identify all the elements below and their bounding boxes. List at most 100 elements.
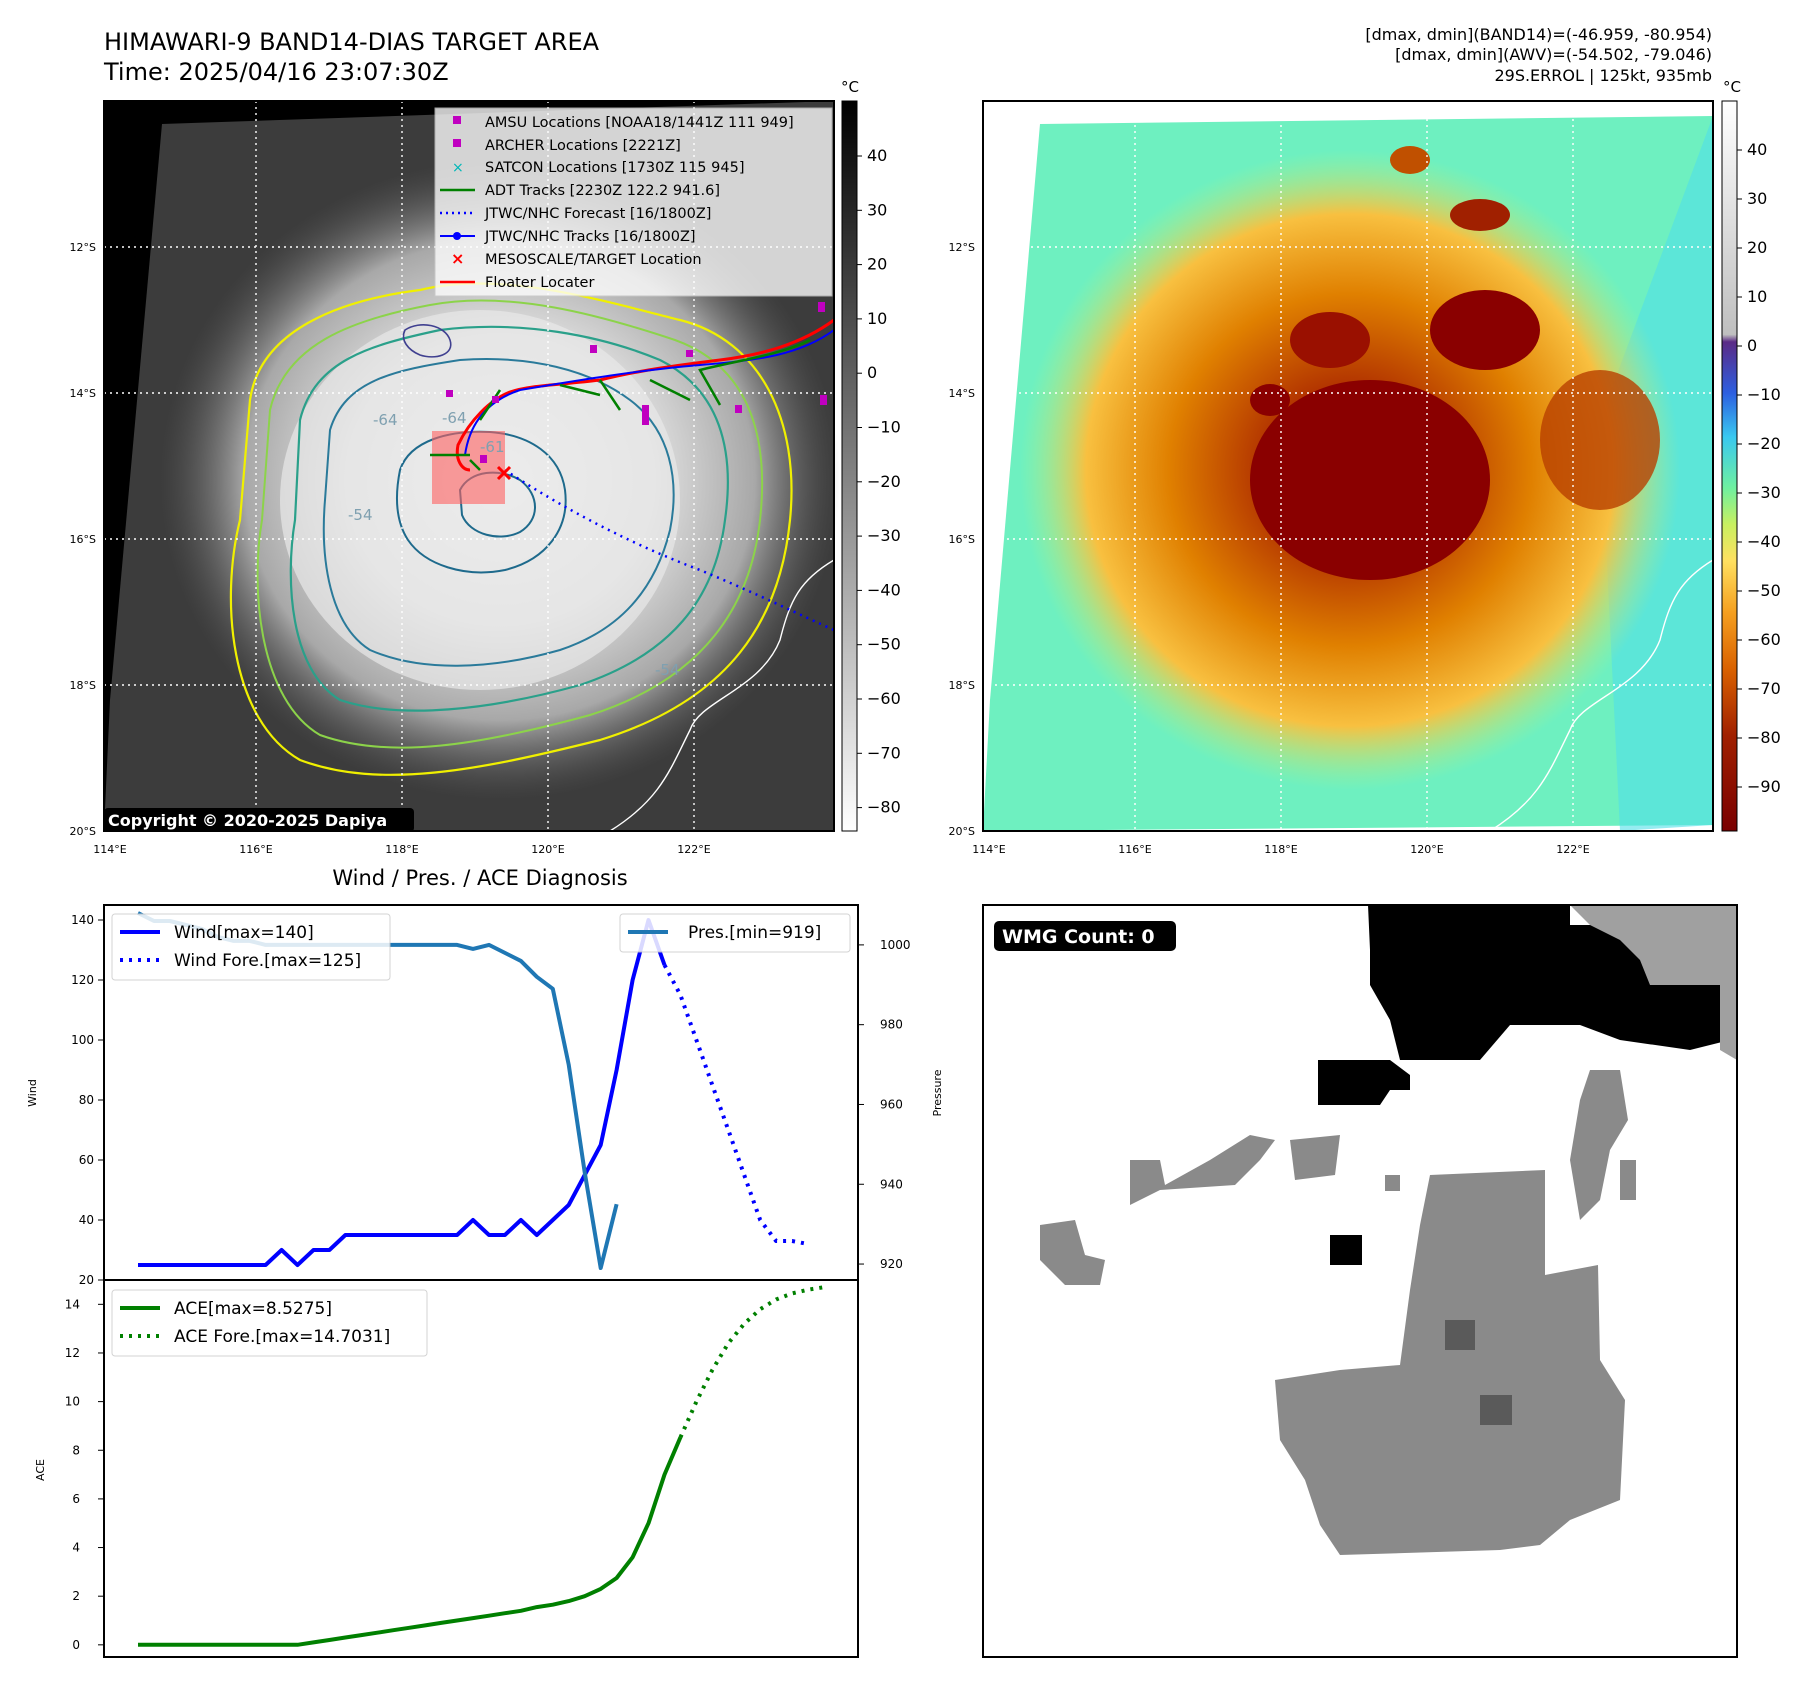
ace-ytick-label: 14 <box>65 1297 80 1311</box>
ace-ytick-label: 8 <box>72 1443 80 1457</box>
colorbar-tick-label: 20 <box>1747 238 1767 257</box>
lat-label: 20°S <box>949 825 975 838</box>
colorbar-tick-label: 40 <box>1747 140 1767 159</box>
svg-text:×: × <box>452 160 464 176</box>
colorbar-tick-label: −70 <box>867 743 901 762</box>
contour-label: -54 <box>348 506 373 524</box>
wind-ytick-label: 120 <box>71 973 94 987</box>
lat-label: 14°S <box>70 387 96 400</box>
wmg-panel: WMG Count: 0 <box>982 904 1738 1658</box>
lat-label: 16°S <box>949 533 975 546</box>
wind-ytick-label: 100 <box>71 1033 94 1047</box>
color-colorbar-unit: °C <box>1723 78 1741 96</box>
contour-label: -61 <box>480 438 505 456</box>
lat-label: 12°S <box>949 241 975 254</box>
wind-ytick-label: 20 <box>79 1273 94 1287</box>
wind-ytick-label: 80 <box>79 1093 94 1107</box>
colorbar-tick-label: −20 <box>1747 434 1781 453</box>
wind-ytick-label: 40 <box>79 1213 94 1227</box>
colorbar-tick-label: −90 <box>1747 777 1781 796</box>
lon-label: 120°E <box>531 843 564 856</box>
contour-label: -64 <box>442 409 467 427</box>
colorbar-tick-label: 10 <box>1747 287 1767 306</box>
contour-label: -54 <box>655 661 680 679</box>
colorbar-tick-label: −10 <box>867 418 901 437</box>
colorbar-tick-label: −70 <box>1747 679 1781 698</box>
lon-label: 114°E <box>972 843 1005 856</box>
figure-title: HIMAWARI-9 BAND14-DIAS TARGET AREA <box>104 28 600 56</box>
lon-label: 116°E <box>239 843 272 856</box>
wind-line <box>138 918 667 1267</box>
colorbar-tick-label: −80 <box>1747 728 1781 747</box>
info-storm: 29S.ERROL | 125kt, 935mb <box>1494 66 1712 85</box>
colorbar-tick-label: −50 <box>1747 581 1781 600</box>
legend-archer: ARCHER Locations [2221Z] <box>485 138 681 154</box>
color-colorbar: °C 40 30 20 10 0 −10 −20 −30 −40 −50 −60 −70 −80 −90 <box>1721 78 1781 832</box>
enhanced-map-axis-labels: 12°S 14°S 16°S 18°S 20°S 114°E 116°E 118… <box>949 241 1590 856</box>
ace-forecast-line <box>678 1285 825 1439</box>
colorbar-tick-label: 20 <box>867 255 887 274</box>
lon-label: 116°E <box>1118 843 1151 856</box>
lon-label: 118°E <box>385 843 418 856</box>
colorbar-tick-label: 30 <box>1747 189 1767 208</box>
ace-ytick-label: 4 <box>72 1541 80 1555</box>
legend-wind: Wind[max=140] <box>174 923 314 943</box>
lat-label: 12°S <box>70 241 96 254</box>
colorbar-tick-label: −60 <box>1747 630 1781 649</box>
wmg-count-label: WMG Count: 0 <box>1002 926 1155 948</box>
target-marker <box>496 465 512 481</box>
lon-label: 118°E <box>1264 843 1297 856</box>
colorbar-tick-label: −40 <box>1747 532 1781 551</box>
legend-floater: Floater Locater <box>485 275 594 291</box>
legend-wind-forecast: Wind Fore.[max=125] <box>174 951 361 971</box>
copyright-label: Copyright © 2020-2025 Dapiya <box>108 811 387 830</box>
colorbar-tick-label: −30 <box>1747 483 1781 502</box>
floater-track <box>455 318 835 472</box>
ace-ytick-label: 0 <box>72 1638 80 1652</box>
wind-ytick-label: 60 <box>79 1153 94 1167</box>
lon-label: 120°E <box>1410 843 1443 856</box>
diagnosis-title: Wind / Pres. / ACE Diagnosis <box>332 866 627 890</box>
colorbar-tick-label: −30 <box>867 526 901 545</box>
lat-label: 16°S <box>70 533 96 546</box>
colorbar-tick-label: 10 <box>867 309 887 328</box>
lon-label: 114°E <box>93 843 126 856</box>
enhanced-map-panel <box>982 100 1714 832</box>
lat-label: 14°S <box>949 387 975 400</box>
map-axis-labels: 12°S 14°S 16°S 18°S 20°S 114°E 116°E 118… <box>70 241 711 856</box>
colorbar-tick-label: −50 <box>867 635 901 654</box>
colorbar-tick-label: −20 <box>867 472 901 491</box>
figure-time: Time: 2025/04/16 23:07:30Z <box>103 58 449 86</box>
colorbar-tick-label: −40 <box>867 580 901 599</box>
ace-ytick-label: 2 <box>72 1589 80 1603</box>
ace-axis-label: ACE <box>34 1459 47 1481</box>
lon-label: 122°E <box>677 843 710 856</box>
colorbar-tick-label: −60 <box>867 689 901 708</box>
lon-label: 122°E <box>1556 843 1589 856</box>
colorbar-tick-label: −10 <box>1747 385 1781 404</box>
info-band14: [dmax, dmin](BAND14)=(-46.959, -80.954) <box>1365 25 1712 44</box>
legend-satcon: SATCON Locations [1730Z 115 945] <box>485 160 744 176</box>
legend-target: MESOSCALE/TARGET Location <box>485 252 702 268</box>
amsu-markers <box>446 302 827 463</box>
ace-chart: 14 12 10 8 6 4 2 0 ACE ACE[max=8.5275] ACE Fore… <box>34 1279 859 1658</box>
legend-ace-forecast: ACE Fore.[max=14.7031] <box>174 1327 390 1347</box>
pressure-ytick-label: 920 <box>880 1257 903 1271</box>
info-awv: [dmax, dmin](AWV)=(-54.502, -79.046) <box>1395 45 1712 64</box>
colorbar-tick-label: 0 <box>867 363 877 382</box>
ace-ytick-label: 10 <box>65 1395 80 1409</box>
gray-colorbar-unit: °C <box>841 78 859 96</box>
adt-track <box>430 338 811 471</box>
legend-ace: ACE[max=8.5275] <box>174 1299 332 1319</box>
legend-jtwc-tracks: JTWC/NHC Tracks [16/1800Z] <box>484 229 696 245</box>
legend-jtwc-forecast: JTWC/NHC Forecast [16/1800Z] <box>484 206 711 222</box>
wind-pressure-chart: 140 120 100 80 60 40 20 1000 980 960 940 920 Wind … <box>26 904 944 1287</box>
wind-forecast-line <box>662 964 809 1246</box>
pressure-ytick-label: 960 <box>880 1097 903 1111</box>
pressure-ytick-label: 940 <box>880 1177 903 1191</box>
svg-text:×: × <box>451 249 464 268</box>
ace-ytick-label: 12 <box>65 1346 80 1360</box>
colorbar-tick-label: 0 <box>1747 336 1757 355</box>
legend-amsu: AMSU Locations [NOAA18/1441Z 111 949] <box>485 115 794 131</box>
